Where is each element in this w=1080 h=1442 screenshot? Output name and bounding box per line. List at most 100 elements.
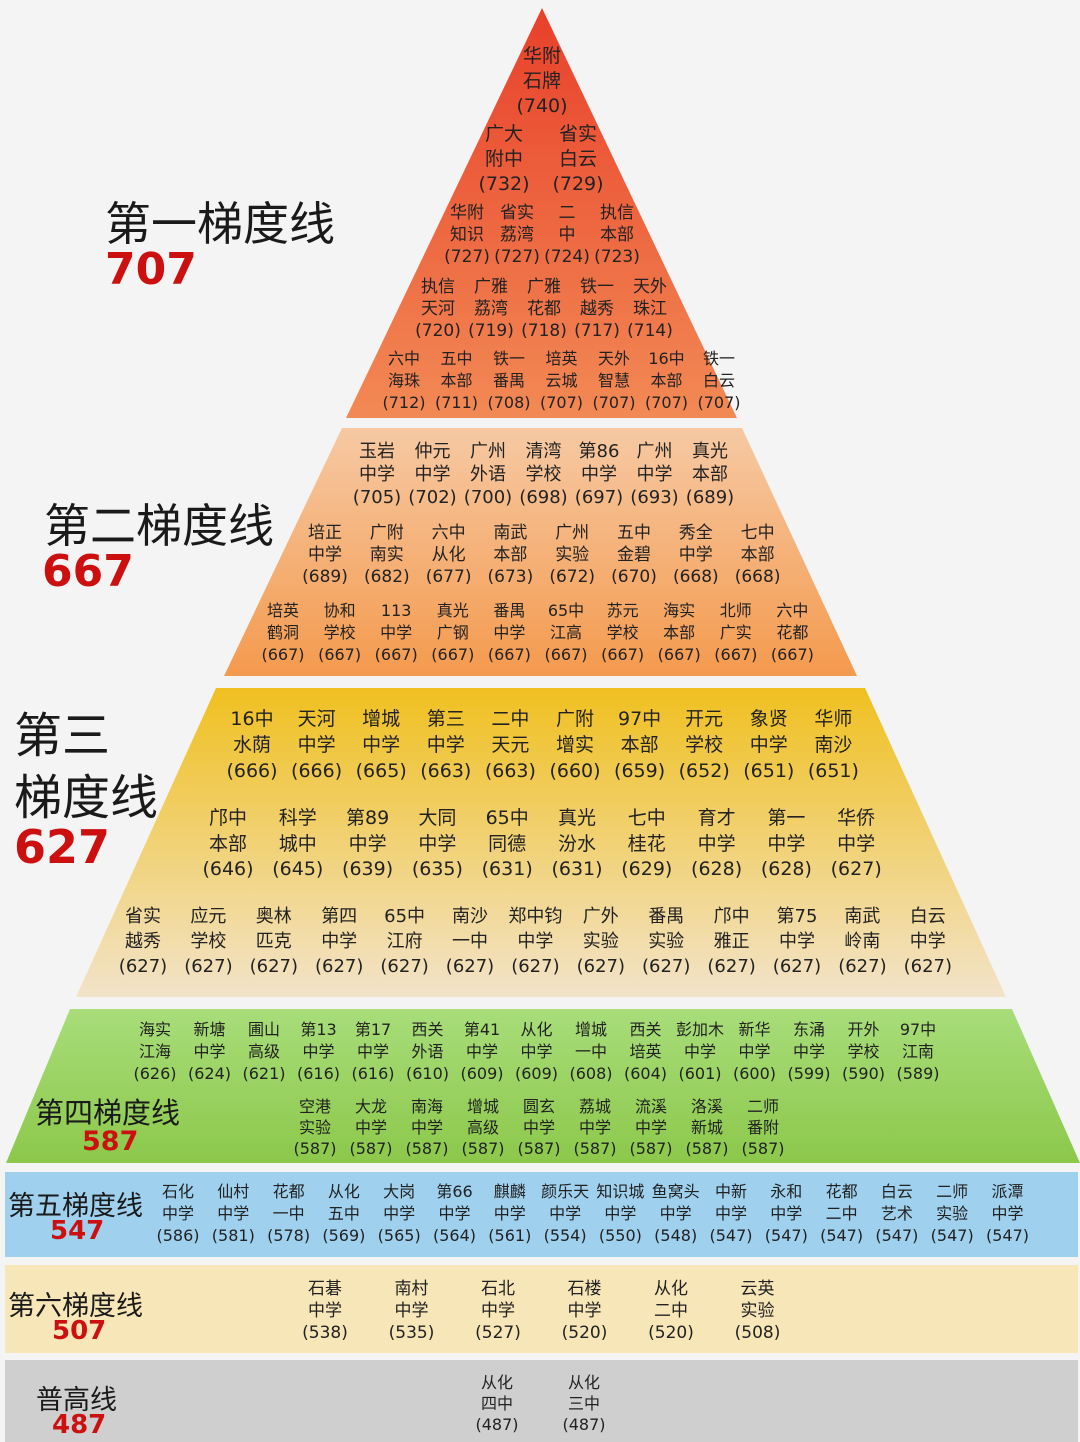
school-name-line1: 第一: [767, 807, 806, 829]
tier7-title: 普高线: [36, 1385, 117, 1416]
school-entry: 培正 中学 (689): [280, 522, 370, 588]
school-score: (587): [741, 1139, 785, 1158]
school-name-line2: 中学: [779, 931, 815, 952]
school-name-line2: 中学: [161, 1204, 194, 1223]
school-entry: 增城 一中 (608): [546, 1019, 636, 1085]
school-name-line2: 中学: [308, 545, 342, 565]
school-score: (646): [202, 858, 254, 880]
school-name-line1: 云英: [740, 1279, 775, 1299]
school-entry: 清湾 学校 (698): [499, 440, 589, 509]
school-entry: 第三 中学 (663): [401, 706, 491, 784]
school-name-line2: 外语: [470, 464, 506, 485]
school-score: (616): [351, 1064, 395, 1083]
school-name-line1: 石碁: [308, 1279, 342, 1299]
school-name-line1: 花都: [825, 1182, 858, 1201]
school-score: (487): [562, 1415, 606, 1434]
school-name-line2: 中学: [481, 1301, 515, 1321]
school-entry: 广州 中学 (693): [610, 440, 700, 509]
tier6-score: 507: [52, 1316, 107, 1346]
school-entry: 二师 番附 (587): [718, 1096, 808, 1159]
school-name-line2: 实验: [555, 545, 590, 565]
school-entry: 真光 广钢 (667): [408, 600, 498, 666]
school-name-line2: 中学: [659, 1204, 692, 1223]
school-entry: 华附 石牌 (740): [497, 44, 587, 119]
tier5-band: [5, 1172, 1078, 1257]
school-name-line2: 中学: [438, 1204, 471, 1223]
school-name-line2: 中学: [517, 931, 554, 952]
school-name-line1: 七中: [627, 807, 666, 829]
school-score: (717): [574, 321, 620, 341]
school-name-line2: 中学: [348, 832, 387, 855]
school-name-line2: 知识: [450, 225, 484, 245]
school-entry: 仲元 中学 (702): [388, 440, 478, 509]
school-entry: 南海 中学 (587): [382, 1096, 472, 1159]
school-entry: 二中 天元 (663): [465, 706, 555, 784]
school-name-line1: 大岗: [383, 1182, 416, 1201]
school-name-line1: 流溪: [634, 1097, 667, 1116]
school-name-line1: 从化: [567, 1373, 600, 1392]
school-entry: 第13 中学 (616): [274, 1019, 364, 1085]
tier3-score: 627: [14, 820, 111, 874]
school-name-line1: 华附: [522, 45, 561, 67]
school-entry: 广雅 花都 (718): [499, 276, 589, 342]
school-name-line2: 中学: [383, 1204, 416, 1223]
school-entry: 白云 艺术 (547): [852, 1181, 942, 1247]
school-score: (587): [405, 1139, 449, 1158]
school-name-line1: 五中: [440, 349, 473, 368]
school-name-line1: 华师: [814, 708, 853, 730]
school-name-line2: 中学: [362, 734, 401, 756]
school-score: (700): [463, 487, 513, 508]
school-entry: 彭加木 中学 (601): [655, 1019, 745, 1085]
school-entry: 增城 高级 (587): [438, 1096, 528, 1159]
school-name-line1: 南海: [410, 1097, 443, 1116]
school-entry: 新塘 中学 (624): [165, 1019, 255, 1085]
school-name-line1: 真光: [692, 441, 728, 462]
school-name-line1: 增城: [466, 1097, 499, 1116]
school-name-line1: 广附: [369, 523, 404, 543]
school-entry: 协和 学校 (667): [295, 600, 385, 666]
tier7-band: [5, 1360, 1078, 1442]
school-name-line2: 实验: [740, 1301, 775, 1321]
school-name-line2: 中学: [308, 1301, 342, 1321]
school-name-line2: 石牌: [522, 70, 561, 92]
school-name-line2: 培英: [629, 1042, 662, 1061]
school-entry: 北师 广实 (667): [691, 600, 781, 666]
school-score: (547): [930, 1226, 974, 1245]
school-name-line2: 同德: [488, 832, 527, 855]
school-entry: 65中 江府 (627): [360, 904, 450, 979]
school-name-line1: 白云: [880, 1182, 913, 1201]
school-name-line1: 知识城: [596, 1182, 645, 1201]
tier4-title: 第四梯度线: [35, 1096, 181, 1130]
school-name-line2: 本部: [493, 545, 528, 565]
school-entry: 16中 本部 (707): [622, 348, 712, 414]
school-name-line2: 中学: [394, 1301, 429, 1321]
school-score: (587): [461, 1139, 505, 1158]
school-name-line2: 中学: [380, 623, 413, 642]
school-name-line1: 六中: [431, 523, 466, 543]
school-entry: 六中 海珠 (712): [359, 348, 449, 414]
school-name-line1: 科学: [278, 807, 317, 829]
tier2-score: 667: [42, 546, 134, 597]
school-name-line1: 育才: [697, 807, 736, 829]
school-name-line1: 113: [380, 601, 412, 620]
school-score: (547): [709, 1226, 753, 1245]
school-score: (627): [184, 956, 233, 977]
school-score: (670): [611, 567, 657, 587]
school-score: (589): [896, 1064, 940, 1083]
school-name-line2: 花都: [776, 623, 809, 642]
school-entry: 番禺 实验 (627): [621, 904, 711, 979]
school-score: (527): [475, 1323, 521, 1343]
school-entry: 华师 南沙 (651): [788, 706, 878, 784]
school-entry: 秀全 中学 (668): [651, 522, 741, 588]
school-name-line1: 大龙: [354, 1097, 387, 1116]
school-score: (707): [539, 393, 584, 412]
school-entry: 南武 岭南 (627): [817, 904, 907, 979]
school-entry: 科学 城中 (645): [253, 806, 343, 883]
school-name-line1: 花都: [272, 1182, 305, 1201]
school-entry: 奥林 匹克 (627): [229, 904, 319, 979]
school-score: (608): [569, 1064, 613, 1083]
school-name-line2: 中学: [193, 1042, 226, 1061]
school-name-line1: 铁一: [702, 349, 735, 368]
school-score: (663): [484, 760, 536, 782]
school-name-line1: 65中: [547, 601, 585, 620]
